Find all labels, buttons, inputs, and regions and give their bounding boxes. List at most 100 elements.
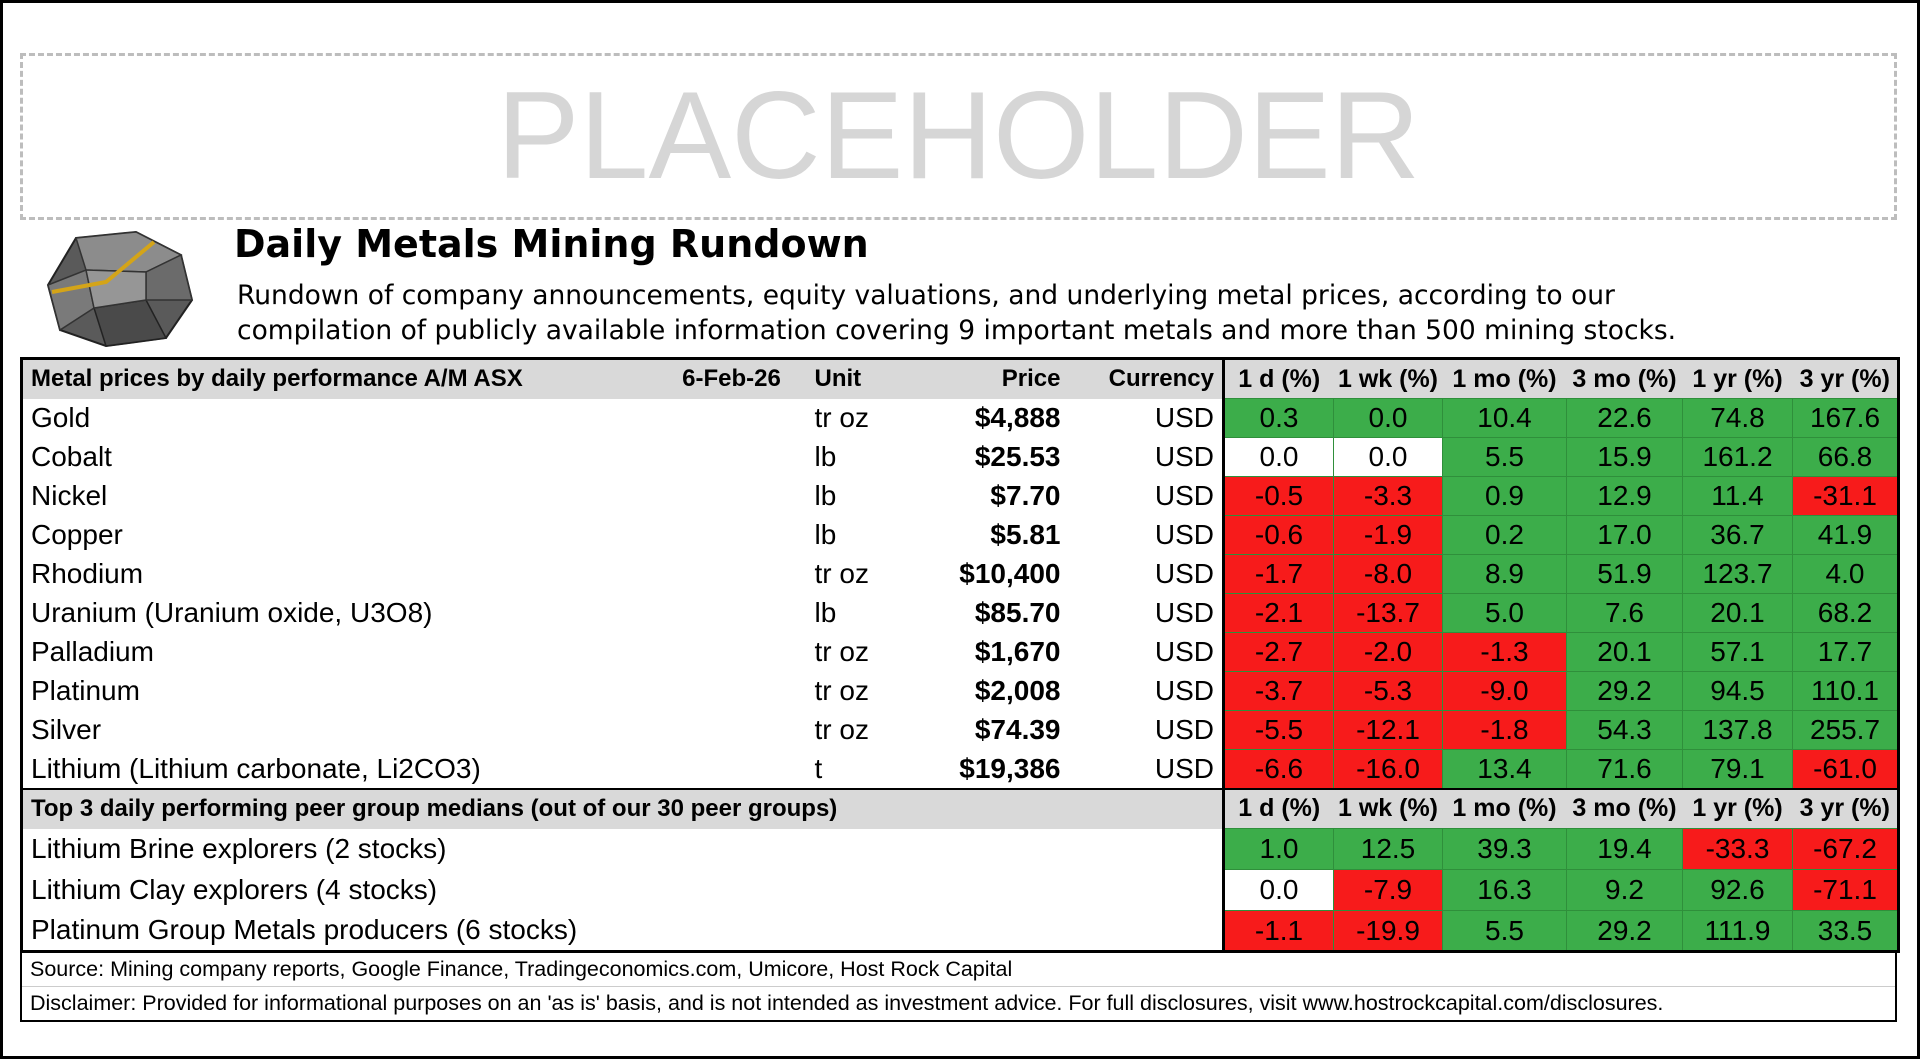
price: $85.70 <box>974 597 1061 628</box>
change-cell: -1.1 <box>1222 910 1334 952</box>
change-cell: -2.1 <box>1222 593 1334 633</box>
change-cell: -67.2 <box>1792 828 1899 870</box>
change-cell: -2.7 <box>1222 632 1334 672</box>
unit: lb <box>814 597 837 628</box>
subtitle-line: Rundown of company announcements, equity… <box>237 280 1615 311</box>
unit: lb <box>814 519 837 550</box>
price: $1,670 <box>974 636 1061 667</box>
change-cell: -6.6 <box>1222 749 1334 789</box>
currency: USD <box>1154 675 1214 706</box>
column-header: 1 yr (%) <box>1682 358 1793 399</box>
currency: USD <box>1154 597 1214 628</box>
column-header: Price <box>936 358 1069 399</box>
subtitle-line: compilation of publicly available inform… <box>237 315 1677 346</box>
column-header: 1 mo (%) <box>1442 787 1567 829</box>
metal-name: Silver <box>31 714 102 745</box>
unit: tr oz <box>814 714 869 745</box>
change-cell: -5.5 <box>1222 710 1334 750</box>
price: $74.39 <box>974 714 1061 745</box>
spacer <box>657 672 807 711</box>
change-cell: -12.1 <box>1333 710 1443 750</box>
price: $10,400 <box>959 558 1061 589</box>
unit: tr oz <box>814 402 869 433</box>
peer-header-row: Top 3 daily performing peer group median… <box>21 787 1899 829</box>
currency: USD <box>1154 480 1214 511</box>
change-cell: 68.2 <box>1792 593 1899 633</box>
column-header: 1 wk (%) <box>1333 787 1443 829</box>
metal-row: Silver tr oz $74.39 USD -5.5 -12.1 -1.8 54.3 137… <box>22 710 1899 750</box>
change-cell: 7.6 <box>1566 593 1683 633</box>
change-cell: 79.1 <box>1682 749 1793 789</box>
change-cell: 22.6 <box>1566 398 1683 438</box>
change-cell: 0.3 <box>1222 398 1334 438</box>
change-cell: 20.1 <box>1682 593 1793 633</box>
change-cell: 0.2 <box>1442 515 1567 555</box>
change-cell: 15.9 <box>1566 437 1683 477</box>
metal-name: Palladium <box>31 636 154 667</box>
change-cell: 29.2 <box>1566 910 1683 952</box>
change-cell: -61.0 <box>1792 749 1899 789</box>
change-cell: 10.4 <box>1442 398 1567 438</box>
peer-row: Platinum Group Metals producers (6 stock… <box>22 910 1899 952</box>
unit: tr oz <box>814 636 869 667</box>
column-header: 3 yr (%) <box>1792 358 1899 399</box>
currency: USD <box>1154 714 1214 745</box>
change-cell: 71.6 <box>1566 749 1683 789</box>
title: Daily Metals Mining Rundown <box>234 222 869 266</box>
currency: USD <box>1154 402 1214 433</box>
spacer <box>657 750 807 789</box>
change-cell: -0.5 <box>1222 476 1334 516</box>
change-cell: 66.8 <box>1792 437 1899 477</box>
change-cell: 0.0 <box>1222 869 1334 911</box>
metal-row: Nickel lb $7.70 USD -0.5 -3.3 0.9 12.9 11.4 -31.1 <box>22 476 1899 516</box>
metal-row: Palladium tr oz $1,670 USD -2.7 -2.0 -1.3 20.1 5… <box>22 632 1899 672</box>
currency: USD <box>1154 441 1214 472</box>
metal-name: Platinum <box>31 675 140 706</box>
column-header: 1 d (%) <box>1222 787 1334 829</box>
change-cell: 161.2 <box>1682 437 1793 477</box>
change-cell: 137.8 <box>1682 710 1793 750</box>
currency: USD <box>1154 558 1214 589</box>
change-cell: 5.0 <box>1442 593 1567 633</box>
metal-name: Rhodium <box>31 558 144 589</box>
table-date: 6-Feb-26 <box>656 358 807 399</box>
change-cell: 17.0 <box>1566 515 1683 555</box>
currency: USD <box>1154 636 1214 667</box>
change-cell: -71.1 <box>1792 869 1899 911</box>
footer: Source: Mining company reports, Google F… <box>20 953 1897 1022</box>
change-cell: -7.9 <box>1333 869 1443 911</box>
unit: lb <box>814 441 837 472</box>
spacer <box>657 594 807 633</box>
change-cell: -1.7 <box>1222 554 1334 594</box>
change-cell: 111.9 <box>1682 910 1793 952</box>
price: $19,386 <box>959 752 1061 784</box>
change-cell: 5.5 <box>1442 437 1567 477</box>
metal-row: Cobalt lb $25.53 USD 0.0 0.0 5.5 15.9 161.2 66.8 <box>22 437 1899 477</box>
metal-row: Rhodium tr oz $10,400 USD -1.7 -8.0 8.9 51.9 123… <box>22 554 1899 594</box>
metal-row: Platinum tr oz $2,008 USD -3.7 -5.3 -9.0 29.2 94… <box>22 671 1899 711</box>
change-cell: 8.9 <box>1442 554 1567 594</box>
header-row: Metal prices by daily performance A/M AS… <box>21 358 1899 399</box>
change-cell: 19.4 <box>1566 828 1683 870</box>
price: $5.81 <box>990 519 1061 550</box>
change-cell: 16.3 <box>1442 869 1567 911</box>
change-cell: 11.4 <box>1682 476 1793 516</box>
metal-row: Lithium (Lithium carbonate, Li2CO3) t $19,… <box>22 749 1899 789</box>
change-cell: 17.7 <box>1792 632 1899 672</box>
currency: USD <box>1154 519 1214 550</box>
metal-row: Gold tr oz $4,888 USD 0.3 0.0 10.4 22.6 74.8 167.… <box>22 398 1899 438</box>
change-cell: -0.6 <box>1222 515 1334 555</box>
change-cell: 0.0 <box>1333 437 1443 477</box>
source-note: Source: Mining company reports, Google F… <box>30 957 1013 981</box>
price: $4,888 <box>974 402 1061 433</box>
spacer <box>657 516 807 555</box>
change-cell: -8.0 <box>1333 554 1443 594</box>
column-header: 1 yr (%) <box>1682 787 1793 829</box>
change-cell: 12.9 <box>1566 476 1683 516</box>
change-cell: -9.0 <box>1442 671 1567 711</box>
metal-name: Lithium (Lithium carbonate, Li2CO3) <box>31 752 481 784</box>
change-cell: 0.9 <box>1442 476 1567 516</box>
column-header: 3 mo (%) <box>1566 787 1683 829</box>
disclaimer: Disclaimer: Provided for informational p… <box>22 986 1895 1020</box>
change-cell: 41.9 <box>1792 515 1899 555</box>
